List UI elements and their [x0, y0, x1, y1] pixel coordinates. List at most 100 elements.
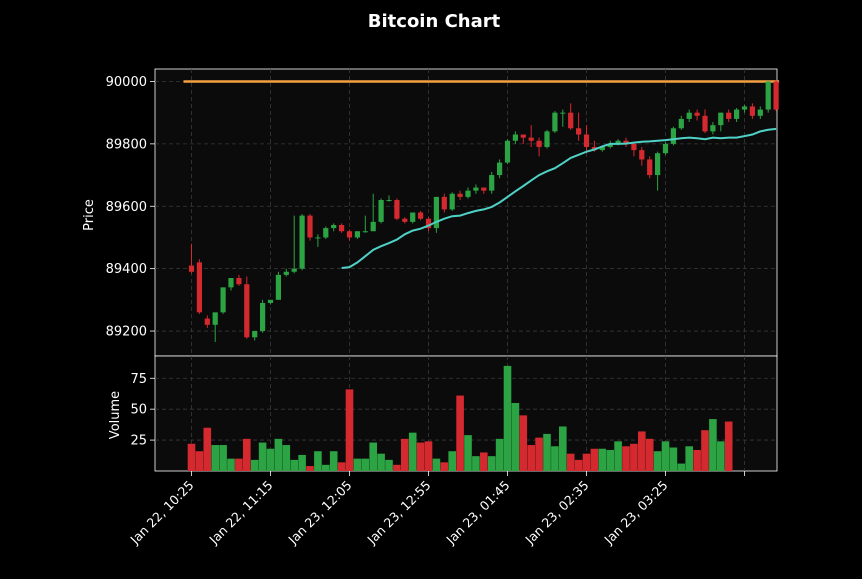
candle-body [631, 143, 637, 151]
candle-body [418, 212, 424, 219]
volume-bar [258, 442, 267, 471]
volume-bar [282, 445, 291, 471]
candle-body [655, 153, 661, 176]
volume-bar [677, 463, 686, 471]
volume-bar [472, 456, 480, 471]
candle-body [726, 112, 732, 119]
volume-bar [693, 449, 701, 471]
candle-body [449, 193, 455, 210]
candle-body [599, 146, 605, 151]
candle-body [544, 131, 550, 147]
volume-bar [361, 458, 370, 471]
candle-body [283, 271, 289, 275]
volume-bar [227, 458, 235, 471]
candle-body [362, 231, 368, 233]
candle-body [718, 112, 724, 126]
candle-body [339, 224, 345, 232]
moving-average-layer [341, 127, 777, 269]
candle-body [686, 112, 692, 119]
candle-body [639, 150, 645, 160]
volume-bar [606, 449, 614, 471]
volume-bar [345, 389, 354, 471]
volume-bar [669, 447, 678, 471]
candle-body [497, 162, 503, 176]
volume-bar [701, 430, 709, 471]
volume-bar [195, 451, 204, 471]
candle-body [615, 140, 621, 144]
x-tick-label: Jan 22, 11:15 [206, 478, 276, 548]
volume-bar [456, 395, 464, 471]
candle-body [694, 112, 700, 116]
volume-bar [519, 415, 528, 471]
candle-body [267, 299, 274, 303]
candles-layer [188, 79, 779, 342]
candle-body [504, 140, 511, 163]
candle-body [773, 81, 779, 110]
volume-bar [432, 458, 441, 471]
volume-bar [401, 438, 409, 471]
candle-body [512, 134, 518, 141]
volume-axis-label: Volume [108, 391, 123, 439]
candle-body [252, 331, 258, 338]
candle-body [291, 268, 297, 272]
volume-bar [377, 453, 385, 471]
candle-body [607, 143, 613, 147]
candle-body [315, 237, 321, 239]
volume-bar [290, 459, 298, 471]
candle-body [520, 134, 526, 138]
volume-bar [353, 458, 362, 471]
price-tick-label: 89600 [106, 200, 147, 215]
volume-bar [559, 426, 567, 471]
candle-body [757, 109, 763, 116]
price-axis-label: Price [82, 199, 97, 231]
candle-body [441, 196, 447, 210]
volume-bar [487, 456, 496, 471]
volume-bar [187, 443, 196, 471]
candle-body [378, 200, 384, 222]
volume-bar [448, 451, 456, 471]
candle-body [228, 278, 234, 288]
candle-body [670, 128, 676, 144]
candle-body [204, 318, 210, 325]
candle-body [568, 112, 574, 129]
volume-bar [582, 453, 591, 471]
candle-body [662, 143, 669, 154]
volume-bar [598, 448, 607, 471]
volume-bar [495, 438, 504, 471]
candle-body [741, 106, 748, 110]
volume-bar [408, 432, 417, 471]
price-tick-label: 89800 [106, 137, 147, 152]
volume-bar [306, 466, 314, 471]
volume-bar [574, 459, 583, 471]
x-tick-label: Jan 23, 02:35 [522, 478, 592, 548]
volume-bar [638, 431, 646, 471]
candle-body [260, 302, 266, 332]
candle-body [734, 109, 740, 119]
volume-bar [535, 437, 543, 471]
volume-bar [709, 419, 717, 471]
volume-bar [590, 448, 599, 471]
volume-bar [685, 446, 693, 471]
volume-tick-label: 50 [130, 403, 147, 418]
volume-bar [385, 459, 393, 471]
candle-body [394, 200, 400, 219]
x-tick-label: Jan 23, 12:05 [285, 478, 355, 548]
volume-bar [314, 451, 322, 471]
volume-tick-label: 75 [130, 372, 147, 387]
volume-bar [724, 421, 733, 471]
candle-body [623, 140, 629, 144]
volume-bar [243, 438, 251, 471]
volume-bar [645, 438, 654, 471]
candle-body [473, 187, 479, 191]
x-tick-label: Jan 23, 12:55 [364, 478, 434, 548]
candle-body [331, 224, 337, 229]
volume-bar [503, 365, 512, 471]
volume-bar [622, 446, 630, 471]
price-tick-label: 90000 [106, 75, 147, 90]
candle-body [560, 112, 566, 114]
volume-bar [266, 448, 275, 471]
volume-bar [235, 458, 243, 471]
volume-bar [211, 445, 219, 471]
